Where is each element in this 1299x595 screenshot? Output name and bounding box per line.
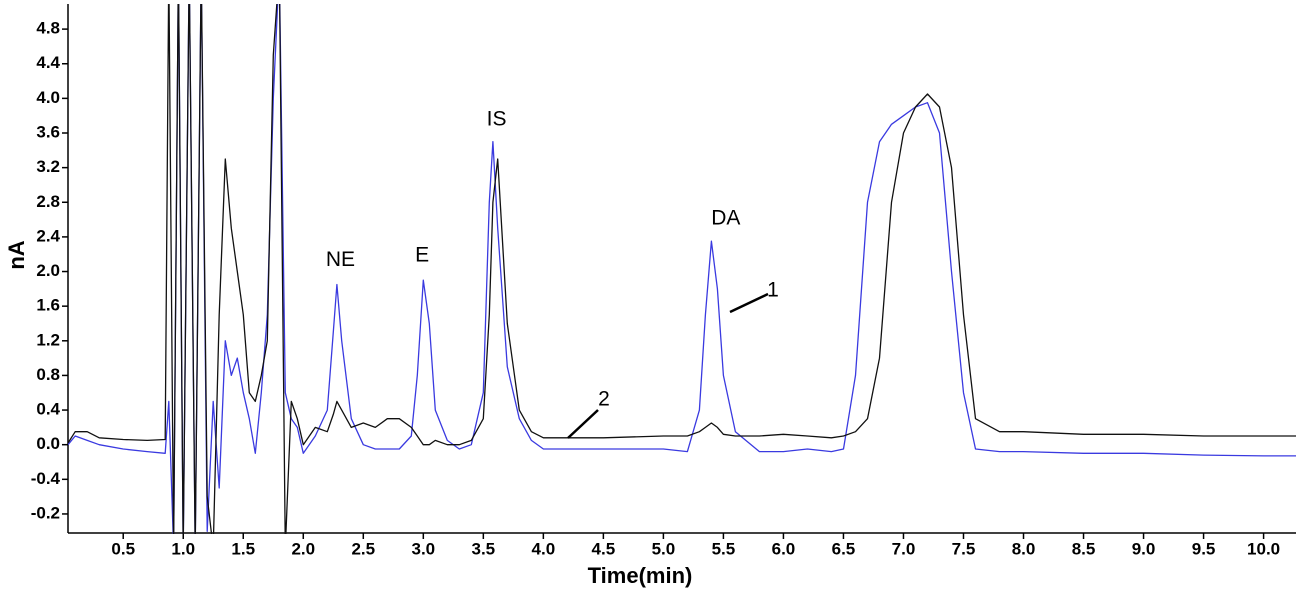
- leader-line: [729, 292, 769, 314]
- x-tick-label: 10.0: [1247, 539, 1280, 558]
- x-tick-label: 1.5: [231, 539, 255, 558]
- x-tick-label: 8.5: [1072, 539, 1096, 558]
- y-axis-title: nA: [4, 240, 29, 269]
- y-tick-label: 0.4: [36, 400, 60, 419]
- series-label: 1: [767, 279, 779, 302]
- y-tick-label: 4.0: [36, 88, 60, 107]
- y-tick-label: 0.8: [36, 365, 60, 384]
- y-tick-label: 4.8: [36, 19, 60, 38]
- y-tick-label: -0.4: [31, 469, 61, 488]
- y-tick-label: 3.6: [36, 122, 60, 141]
- leader-line: [567, 409, 599, 439]
- x-tick-label: 4.5: [592, 539, 616, 558]
- x-tick-label: 3.0: [411, 539, 435, 558]
- series-line: [68, 4, 1296, 534]
- x-tick-label: 7.0: [892, 539, 916, 558]
- y-tick-label: 2.4: [36, 226, 60, 245]
- x-tick-label: 7.5: [952, 539, 976, 558]
- peak-label: E: [415, 243, 429, 266]
- x-tick-label: 3.5: [472, 539, 496, 558]
- x-tick-label: 5.0: [652, 539, 676, 558]
- x-tick-label: 0.5: [111, 539, 135, 558]
- series-label: 2: [598, 388, 610, 411]
- x-tick-label: 2.0: [291, 539, 315, 558]
- x-tick-label: 8.0: [1012, 539, 1036, 558]
- plot-area: [68, 4, 1296, 534]
- y-tick-label: 2.0: [36, 261, 60, 280]
- x-tick-label: 1.0: [171, 539, 195, 558]
- x-tick-label: 9.0: [1132, 539, 1156, 558]
- x-tick-label: 6.0: [772, 539, 796, 558]
- y-tick-label: -0.2: [31, 503, 60, 522]
- y-tick-label: 3.2: [36, 157, 60, 176]
- y-tick-label: 1.2: [36, 330, 60, 349]
- y-tick-label: 4.4: [36, 53, 60, 72]
- x-tick-label: 9.5: [1192, 539, 1216, 558]
- x-tick-label: 4.0: [532, 539, 556, 558]
- peak-label: DA: [711, 206, 740, 229]
- peak-label: NE: [326, 248, 355, 271]
- y-tick-label: 0.0: [36, 434, 60, 453]
- x-tick-label: 2.5: [351, 539, 375, 558]
- x-tick-label: 5.5: [712, 539, 736, 558]
- x-tick-label: 6.5: [832, 539, 856, 558]
- y-tick-label: 1.6: [36, 296, 60, 315]
- peak-label: IS: [487, 108, 507, 131]
- x-axis-title: Time(min): [588, 563, 693, 588]
- y-tick-label: 2.8: [36, 192, 60, 211]
- series-line: [68, 4, 1296, 534]
